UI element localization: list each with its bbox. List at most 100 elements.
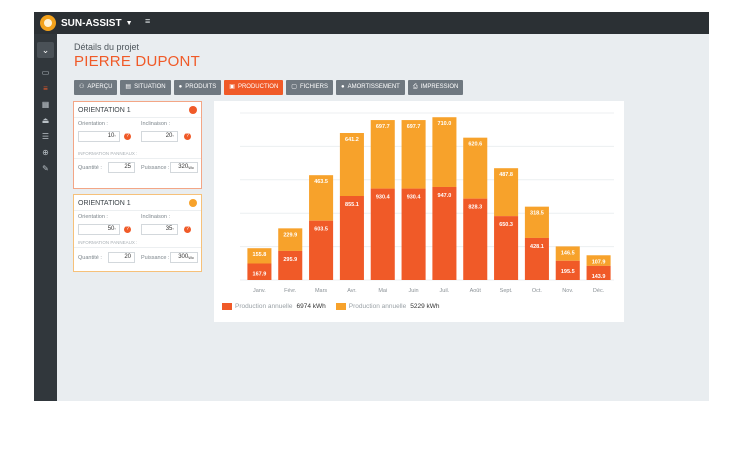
inclinaison-label: Inclinaison :: [141, 121, 171, 127]
data-label: 167.9: [253, 272, 267, 278]
production-chart-card: 155.8 167.9 Janv. 229.9 295.9 Févr. 463.5 603.5…: [214, 101, 624, 322]
brand-menu[interactable]: SUN-ASSIST ▼: [40, 14, 133, 32]
quantite-field[interactable]: 25: [108, 162, 135, 173]
user-icon: ●: [178, 84, 183, 90]
tick-label: Nov.: [562, 288, 573, 294]
bar-segment: [339, 195, 364, 280]
list-icon[interactable]: ☰: [41, 132, 50, 141]
orientation-field[interactable]: 10°: [78, 131, 120, 142]
inclinaison-field[interactable]: 20°: [141, 131, 178, 142]
grid-icon: ▤: [125, 84, 132, 90]
bar-segment: [278, 228, 303, 251]
data-label: 229.9: [283, 232, 297, 238]
caret-down-icon: ▼: [125, 19, 133, 27]
color-dot[interactable]: [189, 106, 197, 114]
data-label: 107.9: [592, 259, 606, 265]
orientation-label: Orientation :: [78, 121, 108, 127]
top-bar: SUN-ASSIST ▼ ≡: [34, 12, 709, 34]
bar-segment: [247, 263, 272, 280]
data-label: 710.0: [438, 121, 452, 127]
tick-label: Avr.: [347, 288, 357, 294]
bar-segment: [401, 188, 426, 280]
orientation-card: ORIENTATION 1 Orientation : Inclinaison …: [73, 101, 202, 189]
divider: [74, 210, 201, 211]
data-label: 828.3: [468, 205, 482, 211]
tick-label: Févr.: [284, 288, 297, 294]
data-label: 930.4: [407, 195, 422, 201]
bar-segment: [339, 133, 364, 196]
bar-segment: [555, 260, 580, 280]
panel-info-label: INFORMATION PANNEAUX :: [78, 151, 138, 156]
bar-segment: [524, 237, 549, 280]
quantite-label: Quantité :: [78, 255, 102, 261]
sun-logo-icon: [40, 15, 56, 31]
tick-label: Mai: [378, 288, 387, 294]
tab-bar: ⚇ APERÇU ▤ SITUATION ● PRODUITS ▣ PRODUCTION…: [74, 80, 464, 95]
data-label: 195.5: [561, 269, 575, 275]
list-icon[interactable]: ≡: [145, 16, 151, 26]
bar-segment: [309, 175, 334, 221]
legend-label: Production annuelle: [235, 303, 293, 310]
puissance-field[interactable]: 320Wc: [170, 162, 198, 173]
data-label: 143.9: [592, 274, 606, 280]
plug-icon[interactable]: ⊕: [42, 148, 49, 157]
brand-name: SUN-ASSIST: [61, 17, 122, 29]
tab-production[interactable]: ▣ PRODUCTION: [224, 80, 284, 95]
sidebar: ⌄ ▭ ≡ ▦ ⏏ ☰ ⊕ ✎: [34, 34, 57, 401]
bar-segment: [586, 255, 611, 266]
panel-info-label: INFORMATION PANNEAUX :: [78, 240, 138, 245]
chevron-down-icon[interactable]: ⌄: [37, 42, 54, 58]
production-chart: 155.8 167.9 Janv. 229.9 295.9 Févr. 463.5 603.5…: [240, 112, 614, 294]
bar-segment: [586, 265, 611, 280]
menu-icon[interactable]: ≡: [43, 84, 48, 93]
breadcrumb: Détails du projet: [74, 42, 140, 52]
tick-label: Juin: [409, 288, 419, 294]
chart-legend: Production annuelle 6974 kWh Production …: [222, 303, 450, 310]
page-title: PIERRE DUPONT: [74, 53, 200, 70]
tab-situation[interactable]: ▤ SITUATION: [120, 80, 171, 95]
data-label: 641.2: [345, 137, 359, 143]
legend-swatch: [222, 303, 232, 310]
bar-segment: [401, 120, 426, 189]
divider: [74, 117, 201, 118]
orientation-card: ORIENTATION 1 Orientation : Inclinaison …: [73, 194, 202, 272]
tick-label: Sept.: [500, 288, 513, 294]
orientation-field[interactable]: 50°: [78, 224, 120, 235]
tick-label: Juil.: [440, 288, 450, 294]
bar-segment: [432, 117, 457, 187]
bar-segment: [247, 248, 272, 264]
print-icon: ⎙: [412, 84, 418, 90]
bar-segment: [524, 206, 549, 238]
panels-icon[interactable]: ⏏: [41, 116, 50, 125]
data-label: 463.5: [314, 179, 328, 185]
divider: [74, 158, 201, 159]
help-icon[interactable]: ?: [124, 226, 131, 233]
help-icon[interactable]: ?: [124, 133, 131, 140]
files-icon: ▢: [291, 84, 297, 90]
wrench-icon[interactable]: ✎: [42, 164, 49, 173]
legend-label: Production annuelle: [348, 303, 407, 310]
calculator-icon[interactable]: ▦: [41, 100, 50, 109]
color-dot[interactable]: [189, 199, 197, 207]
puissance-field[interactable]: 300Wc: [170, 252, 198, 263]
inclinaison-field[interactable]: 35°: [141, 224, 178, 235]
data-label: 146.5: [561, 250, 575, 256]
data-label: 428.1: [530, 244, 544, 250]
help-icon[interactable]: ?: [184, 133, 191, 140]
data-label: 155.8: [253, 252, 267, 258]
monitor-icon[interactable]: ▭: [41, 68, 50, 77]
bar-segment: [309, 220, 334, 280]
puissance-label: Puissance :: [141, 165, 170, 171]
bar-segment: [463, 198, 488, 280]
tab-fichiers[interactable]: ▢ FICHIERS: [286, 80, 333, 95]
tab-amortissement[interactable]: ● AMORTISSEMENT: [335, 80, 405, 95]
tab-apercu[interactable]: ⚇ APERÇU: [74, 80, 118, 95]
quantite-field[interactable]: 20: [108, 252, 135, 263]
bar-segment: [432, 186, 457, 280]
monitor-icon: ▣: [229, 84, 235, 90]
puissance-label: Puissance :: [141, 255, 170, 261]
tab-produits[interactable]: ● PRODUITS: [173, 80, 222, 95]
help-icon[interactable]: ?: [184, 226, 191, 233]
divider: [74, 247, 201, 248]
tab-impression[interactable]: ⎙ IMPRESSION: [407, 80, 464, 95]
